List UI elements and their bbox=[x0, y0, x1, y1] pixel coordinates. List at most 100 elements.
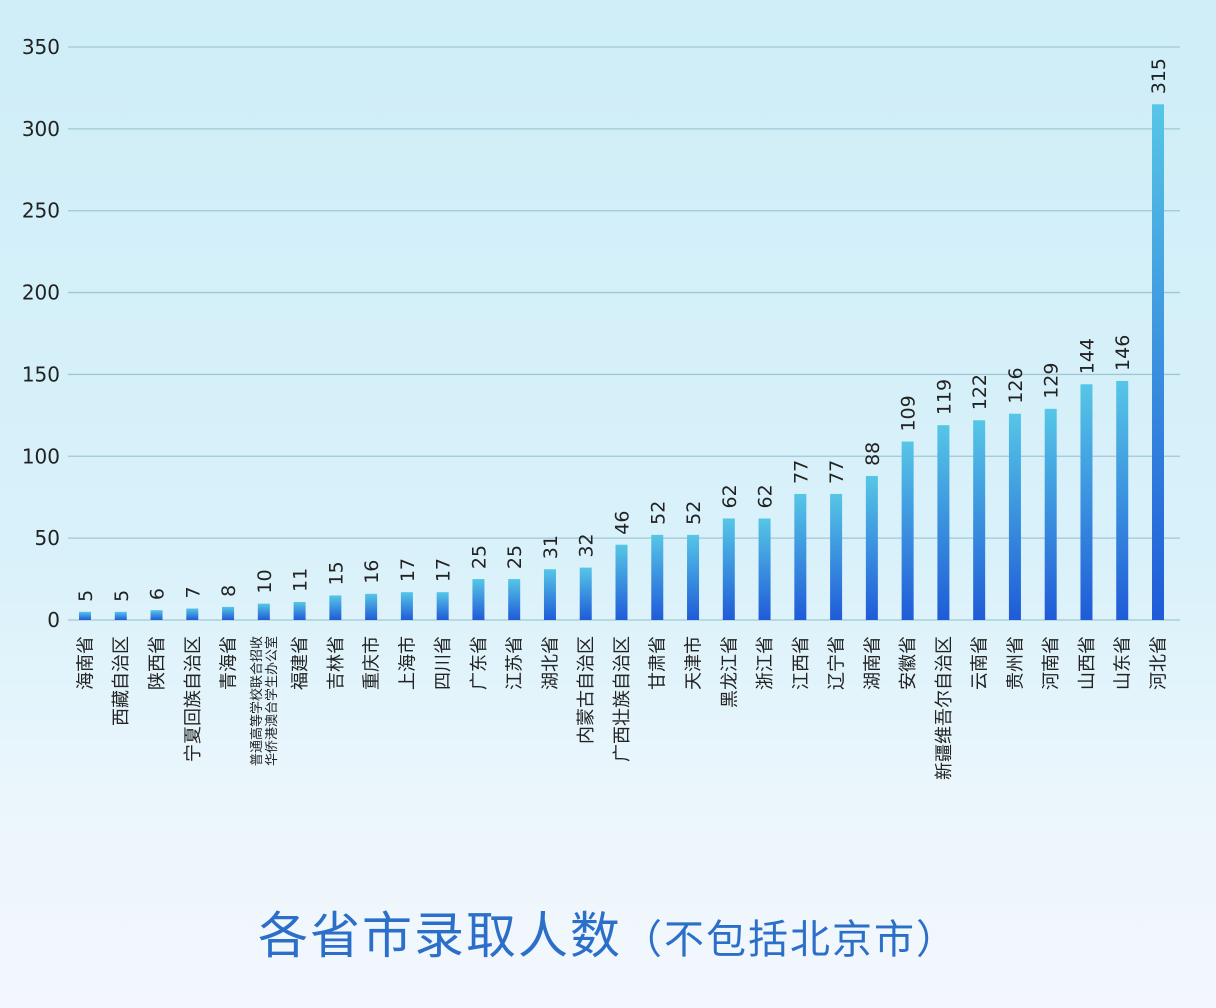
x-tick-label: 广西壮族自治区 bbox=[612, 636, 633, 762]
x-axis-ticks: 海南省 西藏自治区 陕西省 宁夏回族自治区 青海省 普通高等学校联合招收 华侨港澳台学生办公… bbox=[75, 636, 1169, 780]
y-tick-label: 300 bbox=[22, 117, 60, 141]
data-label: 46 bbox=[612, 511, 634, 535]
x-tick-label: 黑龙江省 bbox=[719, 636, 740, 708]
data-label: 6 bbox=[147, 588, 169, 600]
x-tick-label: 云南省 bbox=[970, 636, 991, 690]
x-tick-label: 甘肃省 bbox=[648, 636, 669, 690]
data-label: 31 bbox=[540, 535, 562, 559]
data-label: 25 bbox=[504, 545, 526, 569]
x-tick-label: 福建省 bbox=[290, 636, 311, 690]
data-label: 129 bbox=[1041, 363, 1063, 399]
x-tick-label: 江西省 bbox=[791, 636, 812, 690]
data-label: 17 bbox=[397, 558, 419, 582]
data-label: 5 bbox=[111, 590, 133, 602]
x-tick-label: 河北省 bbox=[1148, 636, 1169, 690]
x-tick-label: 河南省 bbox=[1041, 636, 1062, 690]
bar bbox=[687, 534, 700, 620]
data-labels: 5 5 6 7 8 10 11 15 16 17 17 25 25 31 32 46 52 52 62 62 77 77 8… bbox=[75, 58, 1170, 602]
x-tick-label: 海南省 bbox=[75, 636, 96, 690]
bar bbox=[830, 493, 843, 620]
data-label: 77 bbox=[826, 460, 848, 484]
x-tick-label: 安徽省 bbox=[898, 636, 919, 690]
x-tick-label: 陕西省 bbox=[147, 636, 168, 690]
data-label: 144 bbox=[1076, 338, 1098, 374]
data-label: 62 bbox=[719, 484, 741, 508]
bar bbox=[79, 611, 91, 620]
data-label: 52 bbox=[647, 501, 669, 525]
bar bbox=[257, 603, 270, 620]
data-label: 25 bbox=[468, 545, 490, 569]
y-tick-label: 200 bbox=[22, 281, 60, 305]
x-tick-label: 山东省 bbox=[1113, 636, 1134, 690]
bar bbox=[579, 567, 592, 620]
x-tick-label: 天津市 bbox=[684, 636, 705, 690]
data-label: 77 bbox=[790, 460, 812, 484]
data-label: 5 bbox=[75, 590, 97, 602]
x-tick-label: 山西省 bbox=[1077, 636, 1098, 690]
x-tick-label: 湖南省 bbox=[862, 636, 883, 690]
data-label: 15 bbox=[325, 561, 347, 585]
data-label: 8 bbox=[218, 585, 240, 597]
bar bbox=[543, 569, 556, 620]
data-label: 7 bbox=[182, 586, 204, 598]
bar bbox=[937, 425, 950, 620]
x-tick-label: 湖北省 bbox=[540, 636, 561, 690]
bar bbox=[758, 518, 771, 620]
bar bbox=[1008, 413, 1021, 620]
data-label: 146 bbox=[1112, 335, 1134, 371]
x-tick-label: 宁夏回族自治区 bbox=[183, 636, 204, 762]
bar bbox=[150, 610, 163, 620]
data-label: 10 bbox=[254, 569, 276, 593]
x-tick-label: 青海省 bbox=[219, 636, 240, 690]
x-tick-label: 新疆维吾尔自治区 bbox=[934, 636, 955, 780]
data-label: 16 bbox=[361, 560, 383, 584]
data-label: 126 bbox=[1005, 367, 1027, 403]
data-label: 109 bbox=[898, 395, 920, 431]
y-tick-label: 100 bbox=[22, 444, 60, 468]
chart-title-main: 各省市录取人数 bbox=[258, 907, 622, 965]
bar bbox=[114, 611, 127, 620]
bar bbox=[329, 595, 342, 620]
bar bbox=[222, 606, 235, 620]
x-tick-label: 广东省 bbox=[469, 636, 490, 690]
y-tick-label: 50 bbox=[35, 526, 60, 550]
x-tick-label: 内蒙古自治区 bbox=[576, 636, 597, 744]
x-tick-label: 四川省 bbox=[433, 636, 454, 690]
bar bbox=[508, 579, 521, 620]
bar bbox=[472, 579, 485, 620]
x-tick-label: 上海市 bbox=[397, 636, 418, 690]
y-axis-ticks: 0 50 100 150 200 250 300 350 bbox=[22, 35, 60, 632]
bar bbox=[615, 544, 628, 620]
bar bbox=[722, 518, 735, 620]
x-tick-label: 江苏省 bbox=[505, 636, 526, 690]
data-label: 52 bbox=[683, 501, 705, 525]
x-tick-label: 吉林省 bbox=[326, 636, 347, 690]
grid-lines bbox=[68, 46, 1180, 621]
bar bbox=[865, 475, 878, 620]
bar bbox=[436, 592, 449, 620]
bar bbox=[973, 420, 986, 620]
bar bbox=[400, 592, 413, 620]
x-tick-label: 重庆市 bbox=[362, 636, 383, 690]
x-tick-label: 浙江省 bbox=[755, 636, 776, 690]
y-tick-label: 350 bbox=[22, 35, 60, 59]
y-tick-label: 0 bbox=[47, 608, 60, 632]
x-tick-label: 辽宁省 bbox=[827, 636, 848, 690]
data-label: 17 bbox=[433, 558, 455, 582]
bars bbox=[79, 104, 1164, 621]
bar bbox=[186, 608, 199, 620]
bar bbox=[1152, 104, 1164, 621]
x-tick-label: 西藏自治区 bbox=[111, 636, 132, 726]
bar bbox=[1044, 408, 1057, 620]
bar bbox=[293, 601, 306, 620]
bar bbox=[365, 593, 378, 620]
data-label: 32 bbox=[576, 533, 598, 557]
data-label: 88 bbox=[862, 442, 884, 466]
y-tick-label: 150 bbox=[22, 362, 60, 386]
bar bbox=[1116, 380, 1129, 620]
data-label: 122 bbox=[969, 374, 991, 410]
x-tick-label: 普通高等学校联合招收 bbox=[249, 636, 265, 766]
chart-title: 各省市录取人数（不包括北京市） bbox=[0, 896, 1216, 968]
y-tick-label: 250 bbox=[22, 199, 60, 223]
